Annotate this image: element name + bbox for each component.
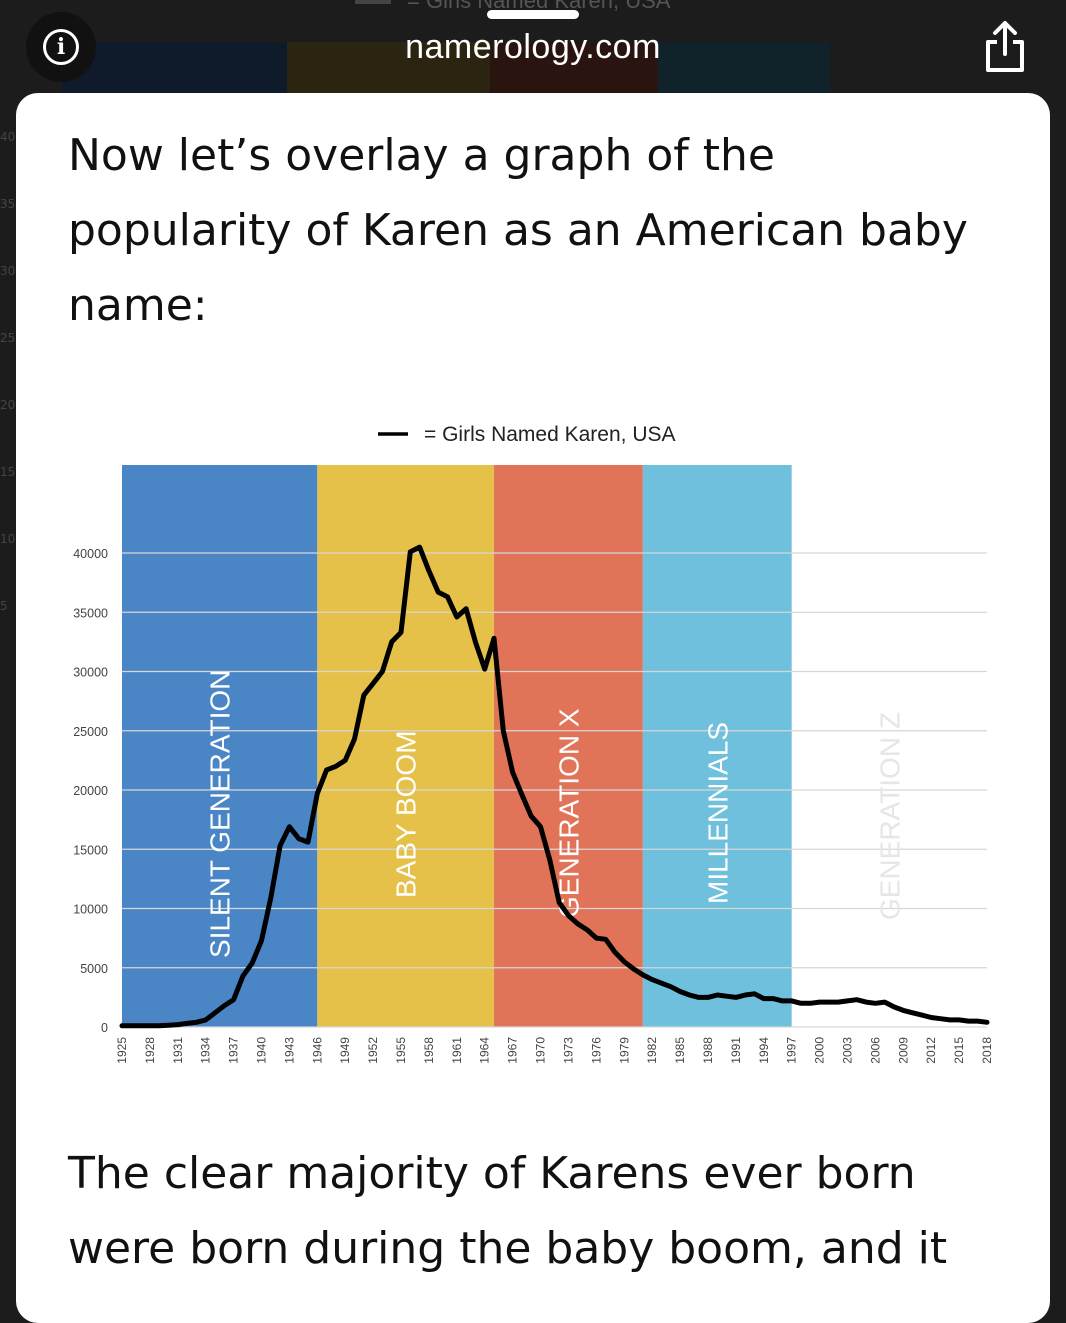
background-tick-label: 25	[0, 331, 16, 345]
chart-svg: 0 5000 10000 15000 20000 25000 30000 35000 40000…	[73, 423, 994, 1064]
x-tick-label: 1958	[422, 1037, 436, 1064]
x-tick-label: 1946	[310, 1037, 324, 1064]
x-tick-label: 2006	[868, 1037, 882, 1064]
x-tick-label: 2015	[952, 1037, 966, 1064]
generation-label: GENERATION Z	[874, 712, 905, 920]
x-tick-label: 2000	[813, 1037, 827, 1064]
x-tick-label: 1952	[366, 1037, 380, 1064]
x-tick-label: 1937	[227, 1037, 241, 1064]
article-heading: Now let’s overlay a graph of the popular…	[68, 130, 968, 331]
x-tick-label: 1988	[701, 1037, 715, 1064]
article-paragraph: The clear majority of Karens ever born w…	[68, 1148, 948, 1274]
background-tick-label: 15	[0, 465, 16, 479]
x-tick-label: 1943	[282, 1037, 296, 1064]
background-band-red	[490, 42, 658, 97]
background-tick-label: 40	[0, 130, 16, 144]
background-tick-label: 20	[0, 398, 16, 412]
background-axis-ticks: 40 35 30 25 20 15 10 5	[0, 130, 20, 666]
x-tick-label: 1991	[729, 1037, 743, 1064]
background-band-cyan	[658, 42, 830, 97]
x-tick-label: 2009	[896, 1037, 910, 1064]
generation-label: GENERATION X	[553, 708, 584, 918]
x-tick-label: 1994	[757, 1037, 771, 1064]
x-tick-label: 1934	[199, 1037, 213, 1064]
x-tick-label: 1979	[617, 1037, 631, 1064]
generation-band	[642, 465, 792, 1027]
x-tick-label: 1961	[450, 1037, 464, 1064]
x-tick-label: 1931	[171, 1037, 185, 1064]
x-tick-label: 1976	[589, 1037, 603, 1064]
x-tick-label: 2018	[980, 1037, 994, 1064]
generation-label: BABY BOOM	[391, 730, 422, 898]
background-tick-label: 35	[0, 197, 16, 211]
background-band-blue	[62, 42, 287, 97]
background-tick-label: 10	[0, 532, 16, 546]
background-band-yellow	[287, 42, 490, 97]
y-tick-label: 10000	[73, 903, 108, 917]
x-tick-label: 1928	[143, 1037, 157, 1064]
browser-top-bar: i namerology.com	[0, 0, 1066, 96]
x-tick-label: 1997	[785, 1037, 799, 1064]
x-tick-label: 2012	[924, 1037, 938, 1064]
background-chart-legend: = Girls Named Karen, USA	[355, 0, 670, 14]
y-tick-label: 25000	[73, 725, 108, 739]
share-icon	[986, 21, 1024, 72]
x-tick-label: 1985	[673, 1037, 687, 1064]
y-tick-label: 40000	[73, 547, 108, 561]
y-tick-label: 5000	[80, 962, 108, 976]
background-tick-label: 30	[0, 264, 16, 278]
info-icon: i	[43, 29, 79, 65]
karen-popularity-chart: 0 5000 10000 15000 20000 25000 30000 35000 40000…	[60, 410, 1020, 1090]
share-button[interactable]	[980, 20, 1030, 74]
info-button[interactable]: i	[26, 12, 96, 82]
generation-band	[122, 465, 318, 1027]
x-tick-label: 1955	[394, 1037, 408, 1064]
x-tick-label: 1970	[534, 1037, 548, 1064]
legend-label: = Girls Named Karen, USA	[424, 423, 676, 446]
x-tick-label: 1964	[478, 1037, 492, 1064]
x-tick-label: 1949	[338, 1037, 352, 1064]
url-label[interactable]: namerology.com	[405, 28, 661, 66]
sheet-grabber-handle[interactable]	[487, 10, 579, 19]
y-tick-label: 30000	[73, 666, 108, 680]
x-tick-label: 1982	[645, 1037, 659, 1064]
x-tick-label: 1940	[255, 1037, 269, 1064]
karen-series-line	[119, 544, 990, 1029]
x-tick-label: 2003	[840, 1037, 854, 1064]
y-tick-label: 35000	[73, 606, 108, 620]
y-tick-label: 0	[101, 1021, 108, 1035]
y-tick-label: 15000	[73, 843, 108, 857]
generation-label: SILENT GENERATION	[205, 670, 236, 958]
y-tick-label: 20000	[73, 784, 108, 798]
x-tick-label: 1973	[561, 1037, 575, 1064]
x-tick-label: 1967	[506, 1037, 520, 1064]
generation-band	[494, 465, 643, 1027]
x-tick-label: 1925	[115, 1037, 129, 1064]
background-tick-label: 5	[0, 599, 8, 613]
generation-band	[317, 465, 495, 1027]
generation-label: MILLENNIALS	[702, 722, 733, 904]
